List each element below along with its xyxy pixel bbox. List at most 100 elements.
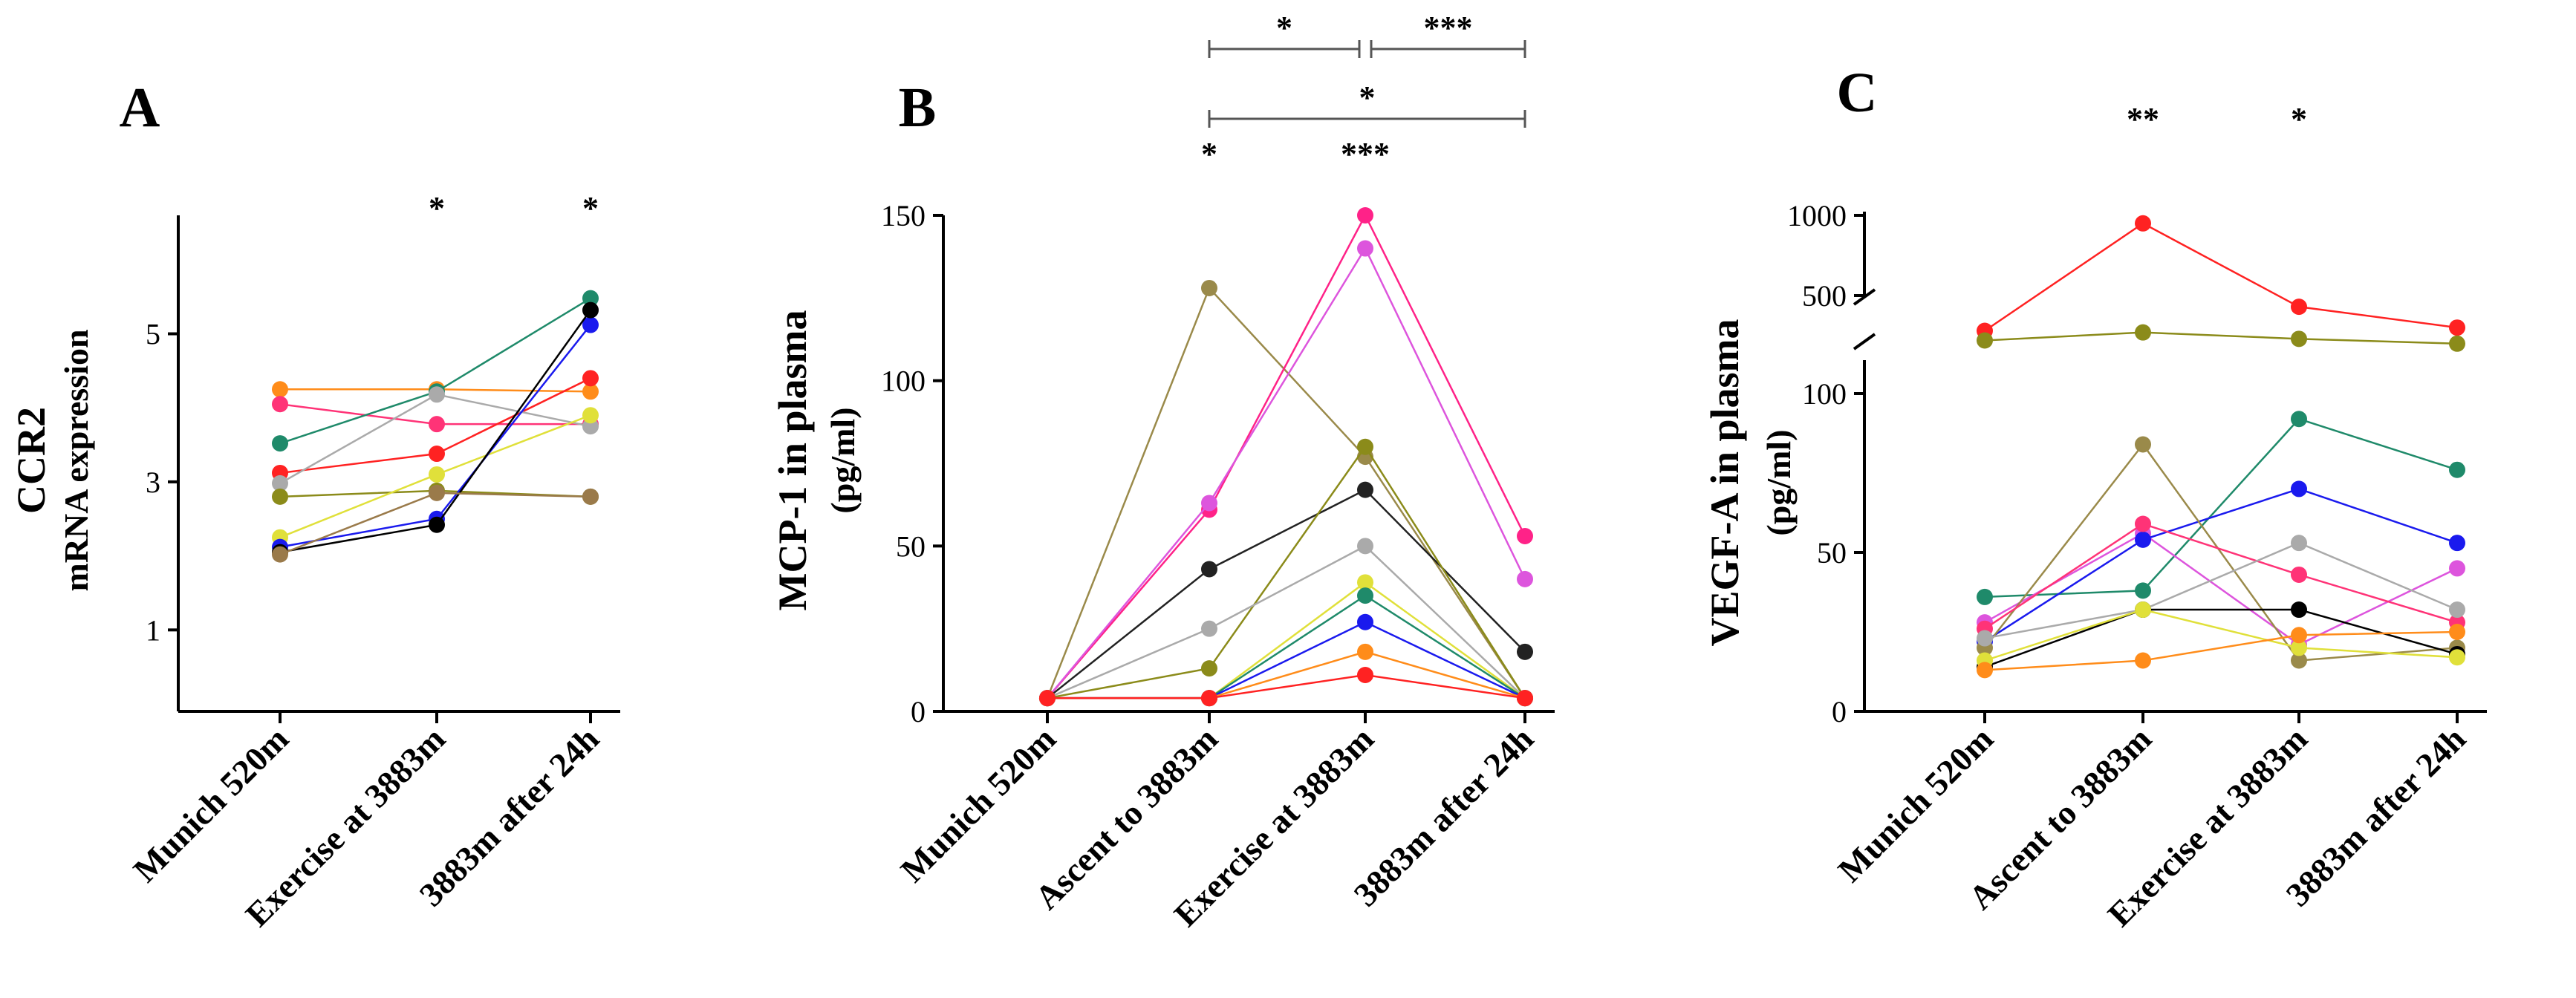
- panel-a-series-4-point: [429, 446, 445, 463]
- panel-c-series-5-point: [2135, 531, 2151, 548]
- panel-c-series-2-point: [2449, 335, 2465, 352]
- y-tick-label: 50: [1817, 536, 1847, 570]
- panel-b-ylabel: MCP-1 in plasma: [770, 310, 815, 611]
- panel-c-series-8-point: [1977, 630, 1993, 647]
- y-tick-label: 500: [1802, 279, 1847, 313]
- panel-c-series-4-point: [2449, 560, 2465, 577]
- panel-a-ylabel2: mRNA expression: [57, 329, 95, 591]
- panel-b-series-2-line: [1047, 213, 1526, 699]
- panel-b-series-11-point: [1517, 690, 1533, 707]
- x-tick-label: Munich 520m: [126, 720, 296, 890]
- panel-c-series-6-point: [2135, 436, 2151, 453]
- panel-b-series-6-line: [1047, 544, 1526, 699]
- panel-b-series-4-point: [1201, 561, 1217, 578]
- significance-marker: *: [2291, 101, 2307, 137]
- y-tick-label: 100: [1802, 377, 1847, 411]
- comparison-bracket-label: *: [1276, 10, 1292, 46]
- y-tick-label: 5: [146, 318, 160, 351]
- panel-c-series-5-point: [2449, 535, 2465, 552]
- panel-b-series-5-point: [1201, 660, 1217, 677]
- comparison-bracket-label: *: [1359, 79, 1376, 116]
- panel-a-series-10-point: [429, 484, 445, 501]
- panel-c-series-5-line: [1984, 488, 2458, 642]
- panel-c-series-3-point: [2291, 411, 2307, 428]
- panel-b-series-11-point: [1039, 690, 1056, 707]
- panel-c-series-10-point: [2449, 649, 2465, 666]
- panel-c-series-3-point: [1977, 588, 1993, 605]
- panel-c-series-5-point: [2291, 480, 2307, 498]
- panel-a-series-9-point: [582, 301, 599, 319]
- panel-c-series-10-point: [2135, 601, 2151, 619]
- y-tick-label: 100: [881, 365, 926, 398]
- panel-a-series-5-point: [429, 386, 445, 403]
- panel-a-series-4-point: [582, 370, 599, 387]
- panel-b-series-1-line: [1046, 286, 1526, 699]
- panel-b-series-6-point: [1201, 620, 1217, 637]
- panel-a-series-10-point: [582, 488, 599, 505]
- significance-marker: *: [1201, 136, 1217, 172]
- panel-b-series-11-point: [1357, 667, 1373, 684]
- significance-marker: ***: [1341, 136, 1390, 172]
- panel-a-series-7-point: [582, 407, 599, 424]
- panel-b-series-5-line: [1047, 445, 1526, 699]
- panel-c-series-2-point: [2291, 330, 2307, 348]
- panel-c-letter: C: [1837, 62, 1878, 124]
- significance-marker: **: [2127, 101, 2159, 137]
- panel-c-series-6-point: [2291, 652, 2307, 669]
- panel-c-ylabel2: (pg/ml): [1760, 429, 1798, 535]
- panel-b-series-3-point: [1201, 495, 1217, 512]
- panel-c-series-1-line: [1984, 222, 2458, 332]
- panel-c-series-1-point: [2135, 215, 2151, 232]
- y-tick-label: 0: [1832, 695, 1847, 728]
- panel-a-series-9-point: [429, 516, 445, 533]
- panel-b-series-9-point: [1357, 613, 1373, 630]
- y-tick-label: 1: [146, 613, 160, 647]
- panel-c-series-3-point: [2449, 461, 2465, 478]
- panel-a-series-6-point: [272, 488, 288, 505]
- panel-b-series-10-line: [1047, 650, 1526, 699]
- panel-c-series-4-line: [1984, 532, 2458, 646]
- panel-c-axis-break-mark: [1853, 333, 1876, 350]
- panel-c-series-11-point: [2135, 652, 2151, 669]
- panel-b-series-3-point: [1357, 240, 1373, 257]
- panel-a-series-8-point: [582, 316, 599, 333]
- panel-c-series-2-point: [1977, 332, 1993, 349]
- panel-b-series-11-point: [1201, 690, 1217, 707]
- panel-c-series-6-line: [1984, 443, 2458, 662]
- x-tick-label: Munich 520m: [1831, 720, 2001, 890]
- panel-c-ylabel: VEGF-A in plasma: [1702, 319, 1747, 646]
- panel-a-series-5-point: [272, 474, 288, 492]
- panel-b-series-2-point: [1517, 527, 1533, 544]
- panel-c-series-8-line: [1984, 541, 2458, 639]
- panel-c-series-2-line: [1984, 331, 2458, 345]
- panel-b-series-3-line: [1047, 246, 1526, 699]
- panel-a-series-10-point: [272, 546, 288, 563]
- panel-b-letter: B: [899, 76, 937, 139]
- panel-b-series-4-point: [1517, 643, 1533, 660]
- panel-a-series-2-point: [429, 416, 445, 433]
- panel-b-series-11-line: [1047, 674, 1526, 699]
- panel-c-series-8-point: [2291, 535, 2307, 552]
- panel-b-series-3-point: [1517, 570, 1533, 587]
- panel-a-series-2-point: [272, 396, 288, 413]
- panel-c-series-8-point: [2449, 601, 2465, 619]
- y-tick-label: 50: [896, 529, 926, 563]
- panel-c-series-9-point: [2291, 601, 2307, 619]
- panel-c-series-11-point: [2291, 627, 2307, 644]
- x-tick-label: Munich 520m: [894, 720, 1064, 890]
- significance-marker: *: [582, 190, 599, 226]
- panel-c-series-7-point: [2291, 566, 2307, 583]
- panel-c-series-9-line: [1984, 608, 2458, 668]
- panel-b-series-1-point: [1201, 279, 1217, 296]
- panel-c-series-11-point: [2449, 624, 2465, 640]
- panel-c-series-10-point: [2291, 639, 2307, 656]
- panel-a-series-1-point: [582, 383, 599, 400]
- y-tick-label: 3: [146, 466, 160, 499]
- comparison-bracket-label: ***: [1424, 10, 1473, 46]
- panel-c-series-3-point: [2135, 582, 2151, 599]
- panel-a-series-3-point: [272, 435, 288, 452]
- panel-b-series-6-point: [1357, 538, 1373, 555]
- panel-c-series-7-line: [1984, 523, 2458, 630]
- panel-b-series-10-point: [1357, 643, 1373, 660]
- panel-c-series-11-point: [1977, 662, 1993, 679]
